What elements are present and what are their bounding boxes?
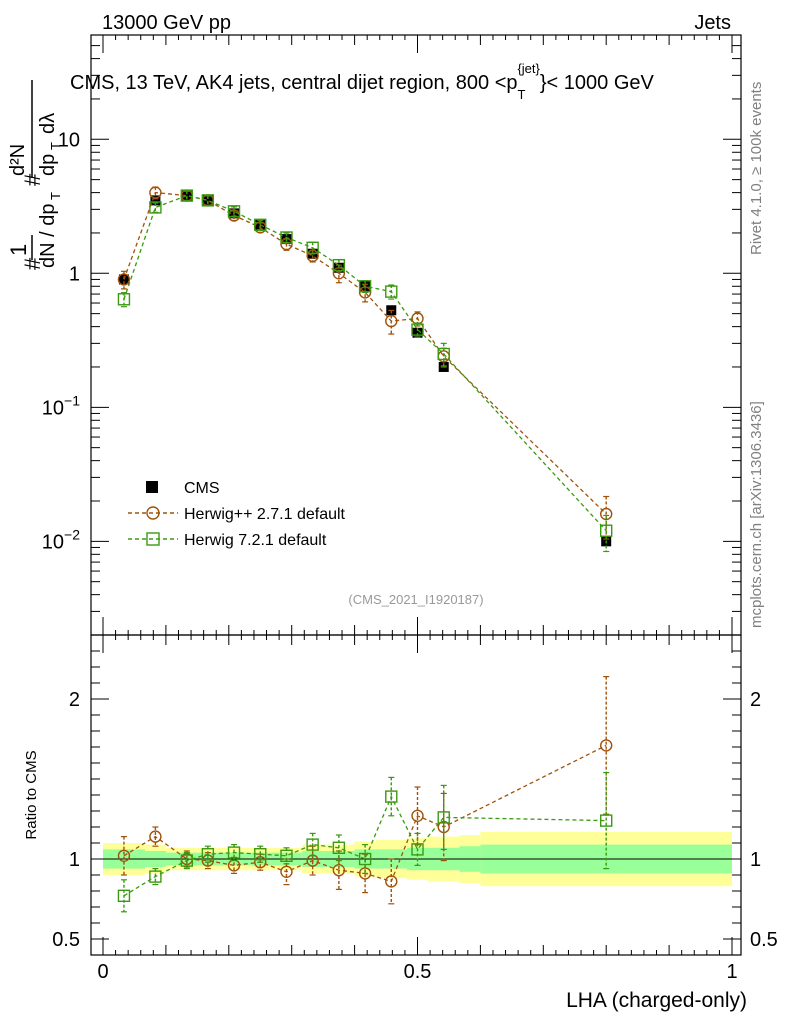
- point-herwigpp: [385, 314, 398, 328]
- ratio-point-herwig7: [149, 870, 162, 883]
- ratio-point-herwigpp: [280, 865, 293, 878]
- main-ylabel: # 1 dN / dp T # d²N dp T dλ: [6, 80, 63, 270]
- y-tick-label-right: 0.5: [750, 929, 778, 951]
- y-tick-label: 2: [69, 689, 80, 711]
- point-herwigpp: [306, 249, 319, 263]
- svg-text:dN / dp: dN / dp: [37, 204, 59, 268]
- svg-text:1: 1: [6, 244, 31, 256]
- side-label-rivet: Rivet 4.1.0, ≥ 100k events: [748, 82, 765, 255]
- ratio-point-herwig7: [385, 790, 398, 803]
- x-axis-label: LHA (charged-only): [566, 989, 747, 1012]
- ratio-point-herwig7: [306, 838, 319, 851]
- point-herwig7: [306, 241, 319, 254]
- point-herwig7: [332, 258, 346, 272]
- ratio-point-herwig7: [600, 814, 613, 827]
- ratio-line-herwigpp: [123, 744, 607, 883]
- ratio-panel: 0 0.5 1 0.5 0.5 1 1 2 2: [52, 634, 778, 983]
- svg-text:dp: dp: [37, 154, 59, 176]
- ratio-point-herwig7: [201, 848, 215, 861]
- series-line-herwigpp: [123, 191, 607, 515]
- point-herwig7: [227, 205, 241, 218]
- point-herwig7: [600, 524, 613, 537]
- ratio-frame: [90, 634, 742, 956]
- y-tick-label: 1: [69, 263, 80, 285]
- point-herwig7: [411, 323, 424, 336]
- y-tick-label: 1: [69, 849, 80, 871]
- point-herwigpp: [117, 273, 131, 286]
- y-tick-label: 10−1: [42, 392, 80, 419]
- point-herwig7: [437, 347, 450, 361]
- x-tick-label: 0.5: [404, 961, 432, 983]
- ratio-point-herwigpp: [332, 864, 346, 877]
- ratio-point-herwig7: [117, 889, 131, 902]
- y-tick-label: 10: [58, 129, 80, 151]
- series-line-herwig7: [123, 194, 607, 532]
- point-herwig7: [385, 285, 398, 298]
- ratio-line-herwig7: [123, 795, 607, 897]
- x-tick-label: 1: [726, 961, 737, 983]
- point-herwig7: [180, 189, 194, 202]
- ratio-point-herwig7: [227, 846, 241, 859]
- svg-text:CMS, 13 TeV, AK4 jets, central: CMS, 13 TeV, AK4 jets, central dijet reg…: [70, 61, 655, 102]
- point-herwig7: [254, 218, 267, 232]
- ratio-point-herwigpp: [201, 854, 215, 867]
- y-tick-label: 0.5: [52, 929, 80, 951]
- point-herwig7: [201, 194, 215, 207]
- legend-label-herwigpp: Herwig++ 2.7.1 default: [184, 506, 346, 523]
- svg-text:d²N: d²N: [7, 144, 29, 176]
- point-herwigpp: [149, 186, 162, 199]
- side-label-mcplots: mcplots.cern.ch [arXiv:1306.3436]: [748, 401, 765, 628]
- ratio-point-herwig7: [411, 843, 424, 856]
- analysis-id: (CMS_2021_I1920187): [348, 592, 483, 607]
- legend: CMS Herwig++ 2.7.1 default Herwig 7.2.1 …: [128, 480, 346, 549]
- legend-marker-cms: [146, 481, 158, 493]
- svg-text:dλ: dλ: [37, 113, 59, 134]
- ratio-point-herwigpp: [600, 739, 613, 752]
- point-herwig7: [149, 201, 162, 214]
- point-herwig7: [358, 280, 372, 293]
- svg-text:T: T: [48, 192, 63, 200]
- ratio-point-herwig7: [332, 841, 346, 854]
- y-tick-label-right: 1: [750, 849, 761, 871]
- ratio-point-herwig7: [437, 811, 450, 824]
- svg-text:T: T: [48, 142, 63, 150]
- ratio-point-herwig7: [180, 854, 194, 867]
- svg-text:#: #: [20, 257, 45, 270]
- legend-label-herwig7: Herwig 7.2.1 default: [184, 532, 327, 549]
- header-right: Jets: [694, 12, 731, 34]
- ratio-point-herwigpp: [411, 809, 424, 822]
- point-herwigpp: [600, 507, 613, 521]
- legend-marker-herwigpp: [146, 506, 160, 520]
- ratio-point-herwigpp: [149, 830, 162, 843]
- ratio-point-herwigpp: [117, 849, 131, 862]
- ratio-ylabel: Ratio to CMS: [23, 750, 40, 839]
- svg-text:#: #: [20, 173, 45, 186]
- point-herwig7: [280, 231, 293, 244]
- point-cms: [202, 195, 213, 206]
- x-tick-label: 0: [97, 961, 108, 983]
- main-panel: 10−2 10−1 1 10: [42, 34, 742, 955]
- ratio-point-herwigpp: [385, 875, 398, 888]
- header-left: 13000 GeV pp: [102, 12, 231, 34]
- point-herwig7: [117, 293, 131, 306]
- legend-marker-herwig7: [146, 532, 160, 546]
- ratio-point-herwig7: [254, 848, 267, 861]
- point-cms: [150, 195, 161, 206]
- ratio-point-herwigpp: [358, 867, 372, 880]
- ratio-point-herwig7: [280, 849, 293, 862]
- y-tick-label-right: 2: [750, 689, 761, 711]
- legend-label-cms: CMS: [184, 480, 220, 497]
- y-tick-label: 10−2: [42, 526, 80, 553]
- plot-title: CMS, 13 TeV, AK4 jets, central dijet reg…: [70, 61, 655, 102]
- point-cms: [412, 327, 423, 338]
- point-herwigpp: [332, 267, 346, 280]
- point-cms: [181, 190, 192, 201]
- ratio-point-herwig7: [358, 852, 372, 866]
